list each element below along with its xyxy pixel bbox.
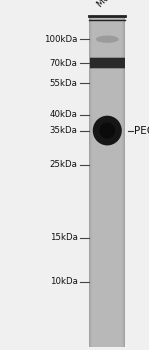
Text: 70kDa: 70kDa — [50, 58, 77, 68]
Ellipse shape — [99, 122, 115, 139]
Bar — [123, 16, 125, 346]
Bar — [90, 58, 125, 68]
Text: 25kDa: 25kDa — [50, 160, 77, 169]
Ellipse shape — [93, 116, 122, 146]
Bar — [90, 57, 125, 69]
Text: 10kDa: 10kDa — [50, 277, 77, 286]
Text: 15kDa: 15kDa — [50, 233, 77, 243]
Bar — [124, 16, 125, 346]
Bar — [122, 16, 125, 346]
Text: 55kDa: 55kDa — [50, 79, 77, 88]
Text: 35kDa: 35kDa — [50, 126, 77, 135]
Bar — [89, 16, 91, 346]
Bar — [90, 58, 125, 68]
Text: 100kDa: 100kDa — [44, 35, 77, 44]
Text: PECR: PECR — [134, 126, 149, 135]
Text: Mouse kidney: Mouse kidney — [96, 0, 146, 9]
Bar — [89, 16, 90, 346]
Bar — [89, 16, 92, 346]
Bar — [89, 16, 125, 346]
Text: 40kDa: 40kDa — [50, 110, 77, 119]
Ellipse shape — [96, 35, 119, 43]
